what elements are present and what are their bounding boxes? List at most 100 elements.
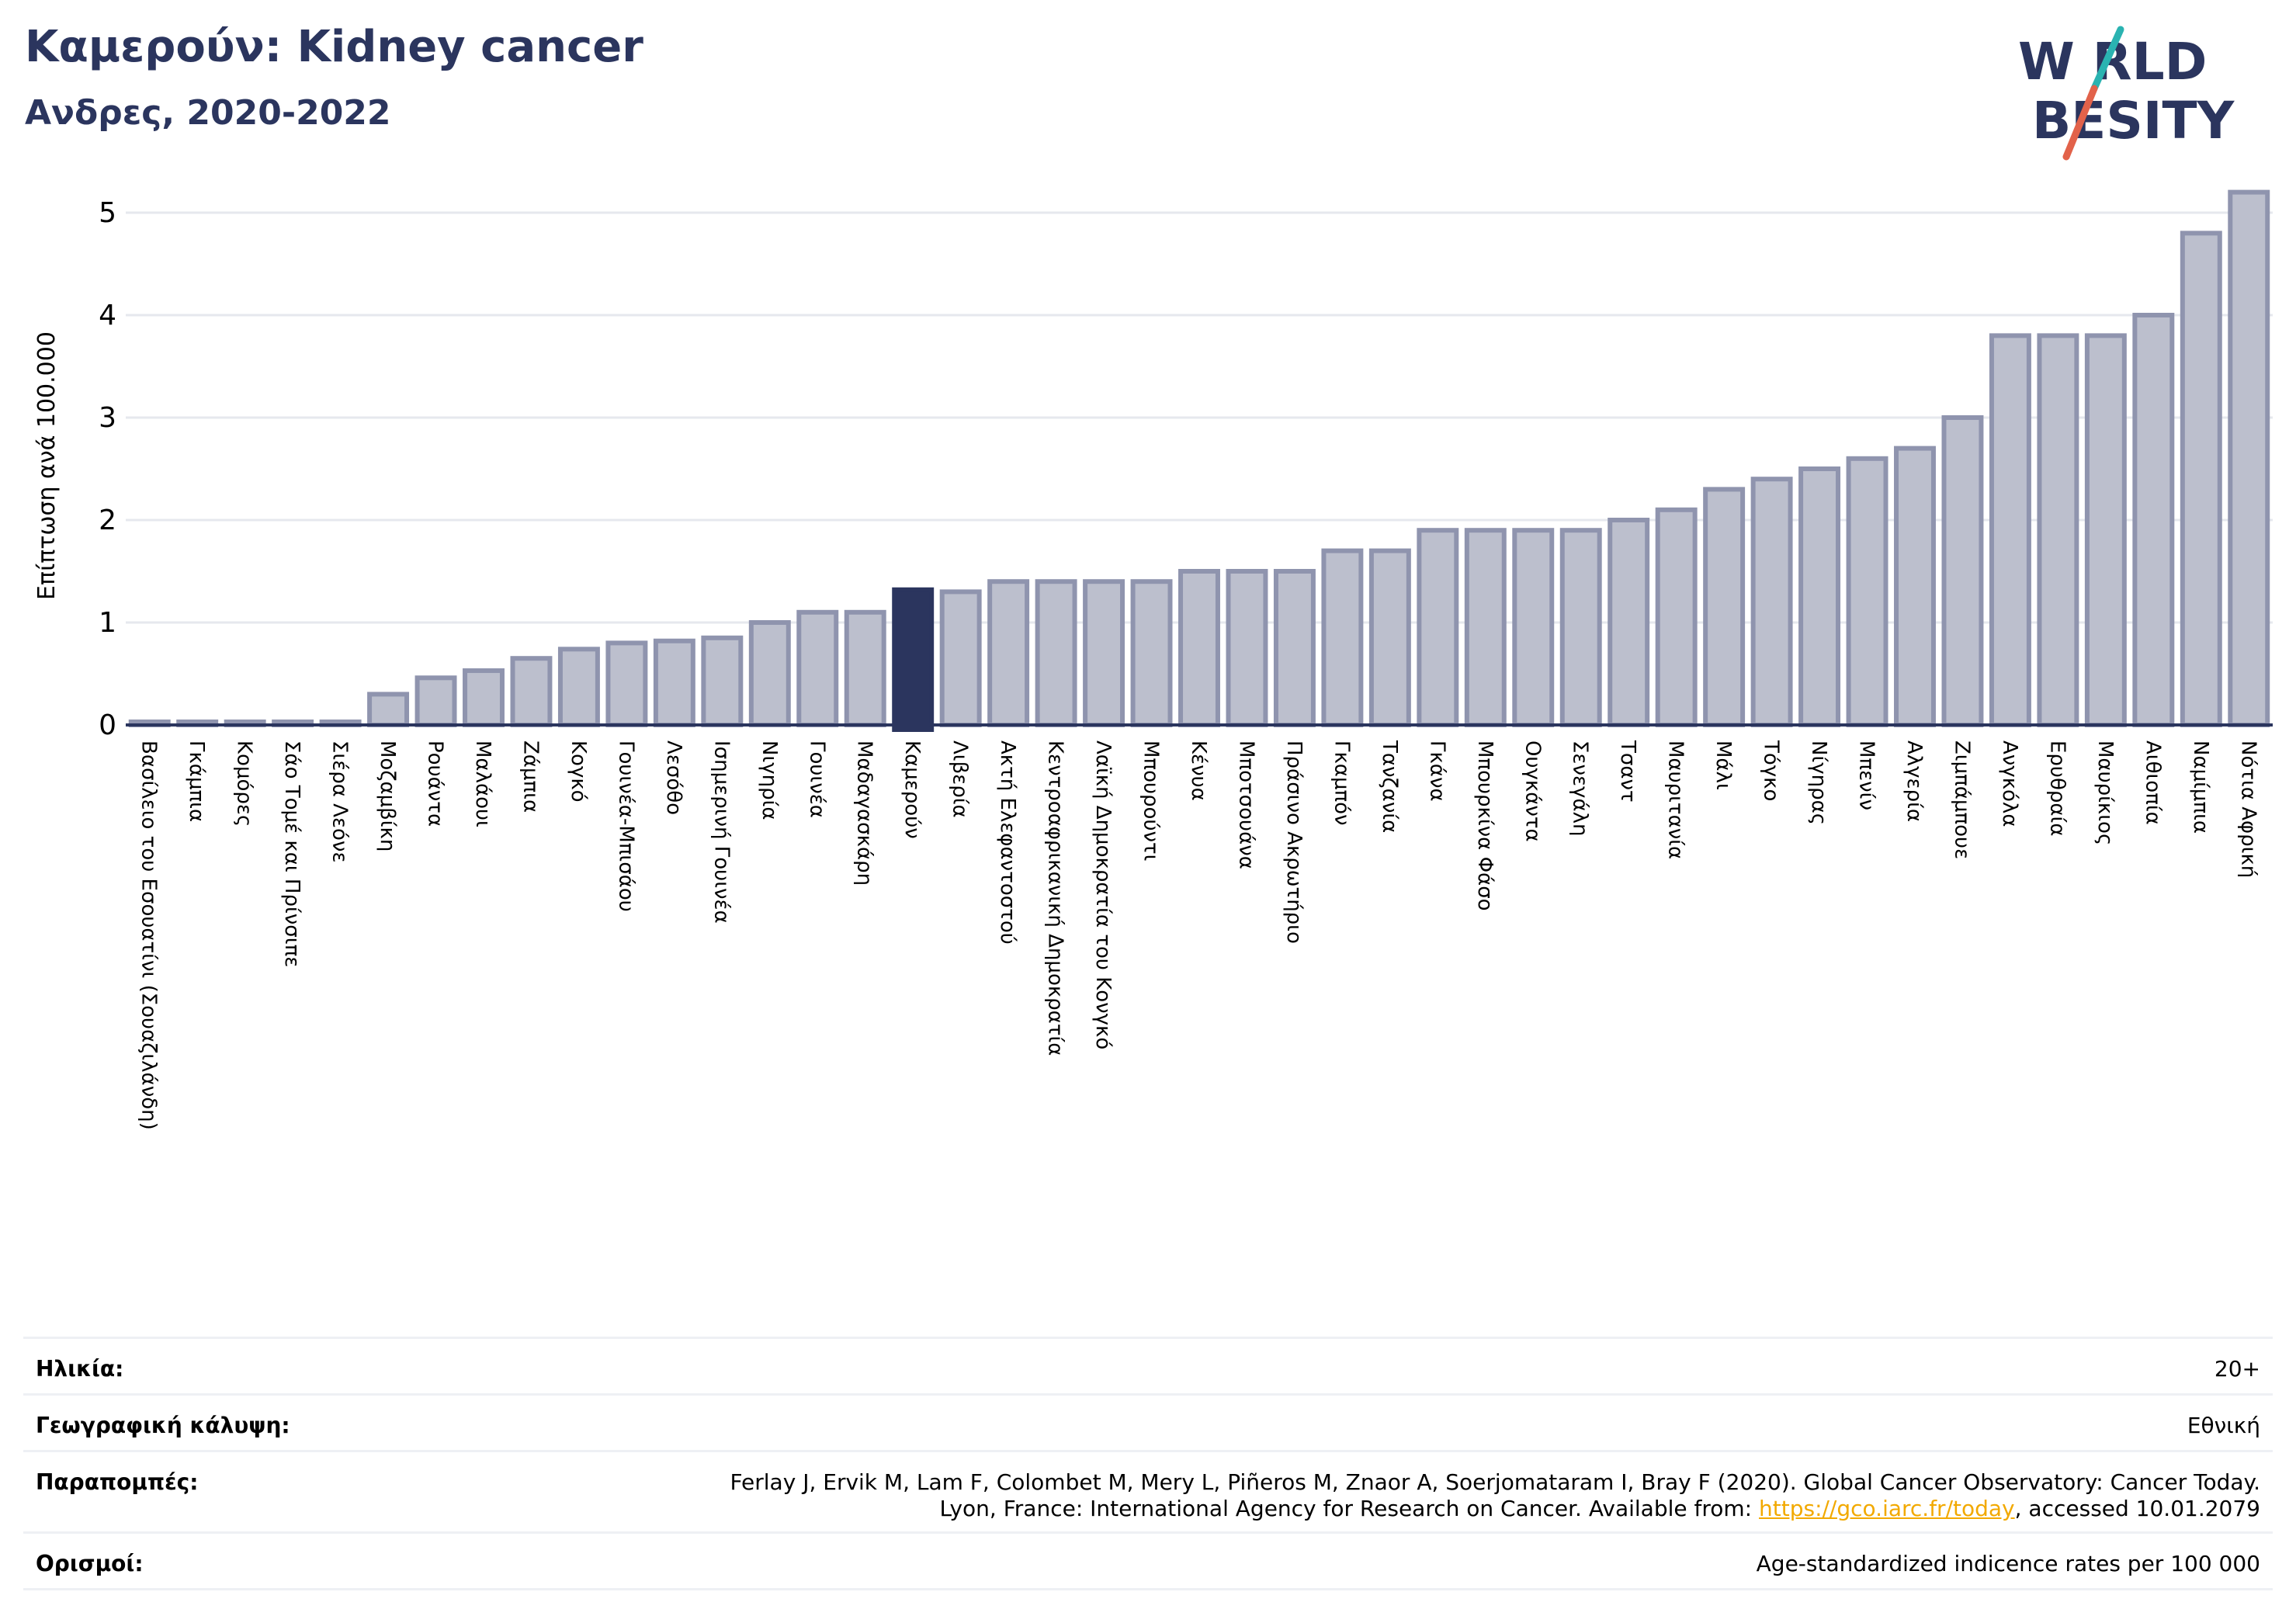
x-tick-label: Μάλι: [1712, 740, 1735, 790]
bar: [510, 656, 553, 728]
bars-layer: [126, 189, 2273, 733]
bar: [1368, 548, 1411, 727]
age-label: Ηλικία:: [23, 1337, 579, 1395]
bar: [796, 609, 839, 727]
x-tick-label: Μπενίν: [1855, 740, 1878, 810]
definitions-value: Age-standardized indicence rates per 100…: [579, 1531, 2273, 1590]
logo-line2: BESITY: [2032, 91, 2235, 151]
x-tick-label: Πράσινο Ακρωτήριο: [1282, 740, 1306, 944]
x-tick-label: Λεσόθο: [662, 740, 685, 815]
x-tick-label: Γκάνα: [1425, 740, 1448, 802]
x-tick-label: Ουγκάντα: [1521, 740, 1544, 842]
coverage-value: Εθνική: [579, 1393, 2273, 1451]
x-tick-label: Ισημερινή Γουινέα: [709, 740, 733, 924]
x-tick-label: Ανγκόλα: [1998, 740, 2021, 827]
bar: [1559, 528, 1602, 728]
x-tick-label: Αλγερία: [1902, 740, 1926, 822]
y-tick-label: 4: [99, 300, 116, 331]
info-row-coverage: Γεωγραφική κάλυψη: Εθνική: [23, 1393, 2273, 1451]
bar: [987, 579, 1030, 728]
info-table: Ηλικία: 20+ Γεωγραφική κάλυψη: Εθνική Πα…: [23, 1337, 2273, 1590]
x-tick-label: Κένυα: [1187, 740, 1210, 801]
x-tick-label: Αιθιοπία: [2141, 740, 2164, 825]
bar: [1703, 487, 1746, 728]
x-tick-label: Μαυριτανία: [1664, 740, 1687, 859]
x-tick-label: Ζιμπάμπουε: [1950, 740, 1973, 859]
x-labels-layer: Βασίλειο του Εσουατίνι (Σουαζιλάνδη) Γκάμ…: [137, 740, 2260, 1130]
x-tick-label: Λιβερία: [949, 740, 972, 818]
bar: [605, 640, 648, 728]
definitions-label: Ορισμοί:: [23, 1531, 579, 1590]
page-subtitle: Ανδρες, 2020-2022: [25, 93, 391, 133]
bar: [939, 589, 982, 728]
y-tick-label: 3: [99, 402, 116, 434]
x-tick-label: Γουινέα-Μπισάου: [614, 740, 637, 912]
bar: [1226, 569, 1268, 727]
bar: [414, 675, 457, 728]
x-tick-label: Ζάμπια: [519, 740, 542, 813]
x-tick-label: Ακτή Ελεφαντοστού: [996, 740, 1019, 945]
x-tick-label: Γκαμπόν: [1330, 740, 1353, 826]
y-tick-label: 5: [99, 197, 116, 229]
bar: [653, 638, 695, 728]
bar: [1178, 569, 1220, 727]
bar: [892, 587, 935, 733]
bar: [463, 668, 505, 727]
info-row-age: Ηλικία: 20+: [23, 1337, 2273, 1395]
y-tick-label: 0: [99, 709, 116, 741]
info-row-definitions: Ορισμοί: Age-standardized indicence rate…: [23, 1531, 2273, 1590]
references-line2: Lyon, France: International Agency for R…: [579, 1496, 2260, 1522]
bar: [2228, 189, 2270, 728]
x-tick-label: Μποτσουάνα: [1234, 740, 1257, 869]
bar: [2180, 231, 2222, 727]
x-tick-label: Βασίλειο του Εσουατίνι (Σουαζιλάνδη): [137, 740, 161, 1130]
logo-slash-bottom: [2062, 85, 2098, 161]
x-tick-label: Σενεγάλη: [1569, 740, 1592, 836]
references-line1: Ferlay J, Ervik M, Lam F, Colombet M, Me…: [730, 1469, 2260, 1495]
references-label: Παραπομπές:: [23, 1450, 579, 1533]
x-tick-label: Ρουάντα: [424, 740, 447, 827]
bar: [1321, 548, 1364, 727]
bar: [1417, 528, 1459, 728]
bar: [2084, 333, 2127, 727]
bar: [1894, 446, 1936, 727]
bar: [2132, 313, 2175, 727]
x-tick-label: Νίγηρας: [1807, 740, 1830, 825]
bar: [1989, 333, 2031, 727]
bar: [2037, 333, 2079, 727]
bar: [1798, 466, 1841, 727]
bar: [1035, 579, 1077, 728]
y-ticks-layer: 0 1 2 3 4 5: [99, 197, 116, 741]
x-tick-label: Σιέρα Λεόνε: [328, 740, 352, 863]
x-tick-label: Κογκό: [567, 740, 590, 803]
bar: [748, 620, 791, 727]
bar-chart: 0 1 2 3 4 5 Βασίλειο του Εσουατίνι (Σουαζιλάν…: [33, 189, 2273, 1130]
x-tick-label: Τσαντ: [1616, 740, 1639, 803]
x-tick-label: Κεντροαφρικανική Δημοκρατία: [1044, 740, 1067, 1056]
bar: [1846, 456, 1888, 727]
bar: [1130, 579, 1173, 728]
references-value: Ferlay J, Ervik M, Lam F, Colombet M, Me…: [579, 1450, 2273, 1533]
x-tick-label: Νιγηρία: [758, 740, 781, 820]
bar: [1608, 518, 1650, 727]
references-link[interactable]: https://gco.iarc.fr/today: [1759, 1496, 2015, 1521]
bar: [701, 635, 744, 727]
x-tick-label: Τόγκο: [1760, 740, 1783, 801]
x-tick-label: Μαδαγασκάρη: [853, 740, 876, 886]
bar: [557, 647, 600, 728]
coverage-label: Γεωγραφική κάλυψη:: [23, 1393, 579, 1451]
references-line2-prefix: Lyon, France: International Agency for R…: [939, 1496, 1759, 1521]
bar: [1083, 579, 1125, 728]
bar: [1750, 477, 1793, 727]
bar: [1941, 415, 1984, 727]
info-row-references: Παραπομπές: Ferlay J, Ervik M, Lam F, Co…: [23, 1450, 2273, 1533]
page-title: Καμερούν: Kidney cancer: [25, 22, 643, 72]
x-tick-label: Καμερούν: [900, 740, 924, 839]
age-value: 20+: [579, 1337, 2273, 1395]
x-tick-label: Λαϊκή Δημοκρατία του Κονγκό: [1091, 740, 1115, 1049]
x-tick-label: Μοζαμβίκη: [376, 740, 399, 851]
bar: [1464, 528, 1507, 728]
x-tick-label: Μαυρίκιος: [2093, 740, 2117, 845]
x-tick-label: Γκάμπια: [185, 740, 208, 822]
bar: [1273, 569, 1316, 727]
